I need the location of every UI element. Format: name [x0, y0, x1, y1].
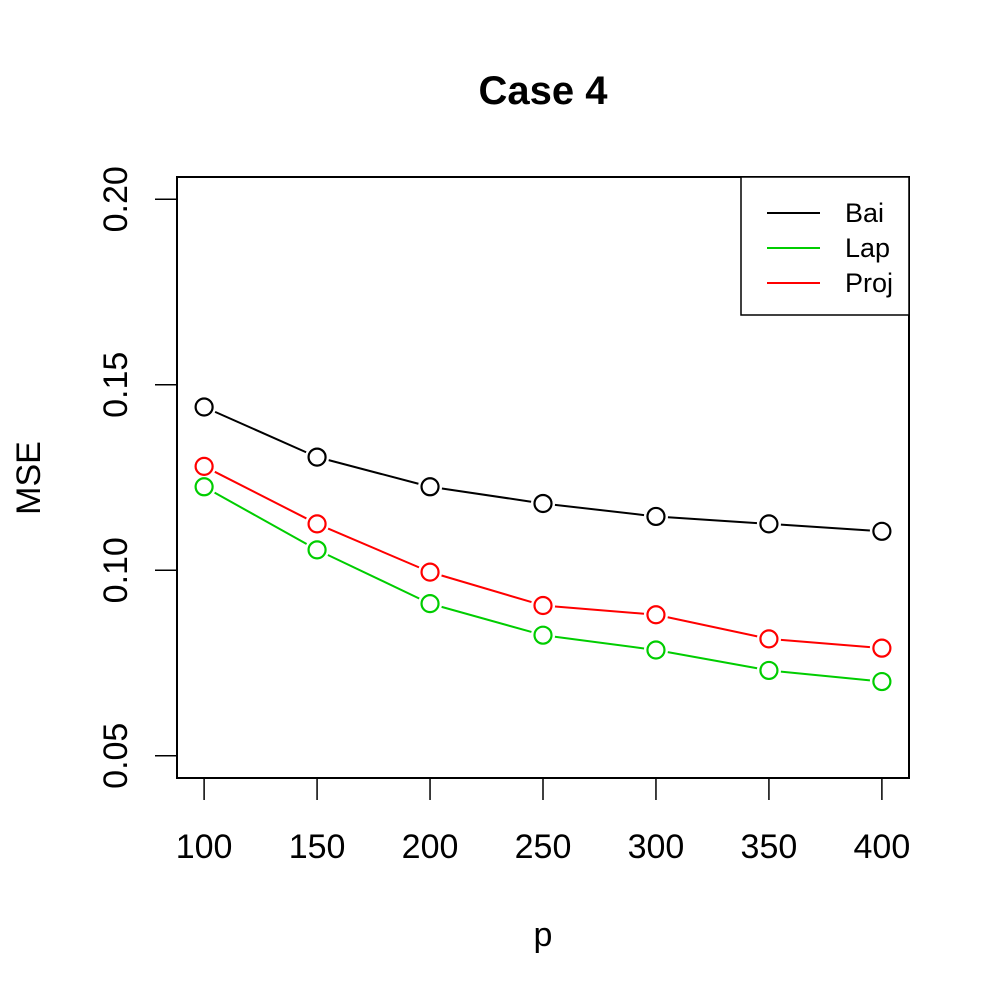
series-bai-point — [194, 397, 214, 417]
series-lap-point — [307, 540, 327, 560]
y-tick-label: 0.05 — [97, 723, 135, 789]
x-tick-label: 200 — [402, 828, 459, 866]
series-lap-segment — [667, 651, 758, 670]
legend: Bai Lap Proj — [740, 176, 910, 316]
series-proj-point — [194, 456, 214, 476]
series-bai-segment — [441, 487, 532, 503]
series-bai-segment — [554, 503, 645, 517]
series-lap-point — [759, 660, 779, 681]
series-bai-point — [420, 477, 440, 497]
series-proj — [194, 456, 892, 658]
legend-label-bai: Bai — [845, 198, 884, 228]
series-lap-point — [646, 640, 666, 660]
y-axis-label: MSE — [10, 441, 48, 515]
series-lap-point — [420, 594, 440, 614]
series-bai-point — [759, 514, 779, 534]
series-bai-segment — [667, 516, 758, 525]
y-tick-label: 0.10 — [97, 537, 135, 603]
series-lap-point — [533, 625, 553, 645]
series-lap-segment — [554, 635, 645, 650]
series-bai-point — [307, 447, 327, 467]
series-bai-point — [872, 521, 892, 541]
series-proj-segment — [780, 638, 871, 649]
series-lap-segment — [780, 670, 871, 682]
x-axis: 100 150 200 250 300 350 400 — [176, 777, 911, 866]
series-lap-segment — [327, 554, 420, 600]
series-proj-segment — [327, 527, 420, 569]
series-proj-point — [533, 595, 553, 616]
series-lap-point — [194, 477, 214, 497]
legend-label-proj: Proj — [845, 268, 893, 298]
series-proj-segment — [554, 605, 645, 615]
legend-label-lap: Lap — [845, 233, 890, 263]
series-proj-point — [307, 514, 327, 534]
y-tick-label: 0.15 — [97, 352, 135, 418]
series-lap-segment — [441, 605, 532, 633]
series-lap — [194, 477, 892, 692]
series-proj-point — [759, 629, 779, 649]
series-proj-segment — [214, 470, 307, 520]
series-proj-segment — [667, 616, 758, 638]
series-bai-segment — [214, 410, 307, 454]
y-tick-label: 0.20 — [97, 166, 135, 232]
x-tick-label: 150 — [289, 828, 346, 866]
series-bai — [194, 397, 892, 541]
x-axis-label: p — [534, 916, 553, 954]
series-proj-point — [872, 638, 892, 658]
series-bai-segment — [328, 459, 419, 485]
x-tick-label: 400 — [854, 828, 911, 866]
series-proj-point — [646, 605, 666, 625]
series-bai-point — [646, 506, 666, 527]
x-tick-label: 250 — [515, 828, 572, 866]
series-lap-point — [872, 671, 892, 692]
series-lap-segment — [214, 491, 308, 545]
series-bai-point — [533, 493, 553, 514]
legend-box — [740, 176, 910, 316]
x-tick-label: 350 — [741, 828, 798, 866]
y-axis: 0.05 0.10 0.15 0.20 — [97, 166, 178, 789]
x-tick-label: 100 — [176, 828, 233, 866]
series-layer — [194, 397, 892, 692]
series-proj-segment — [441, 574, 532, 604]
chart-title: Case 4 — [479, 69, 609, 113]
series-bai-segment — [780, 523, 870, 532]
x-tick-label: 300 — [628, 828, 685, 866]
series-proj-point — [420, 562, 440, 582]
